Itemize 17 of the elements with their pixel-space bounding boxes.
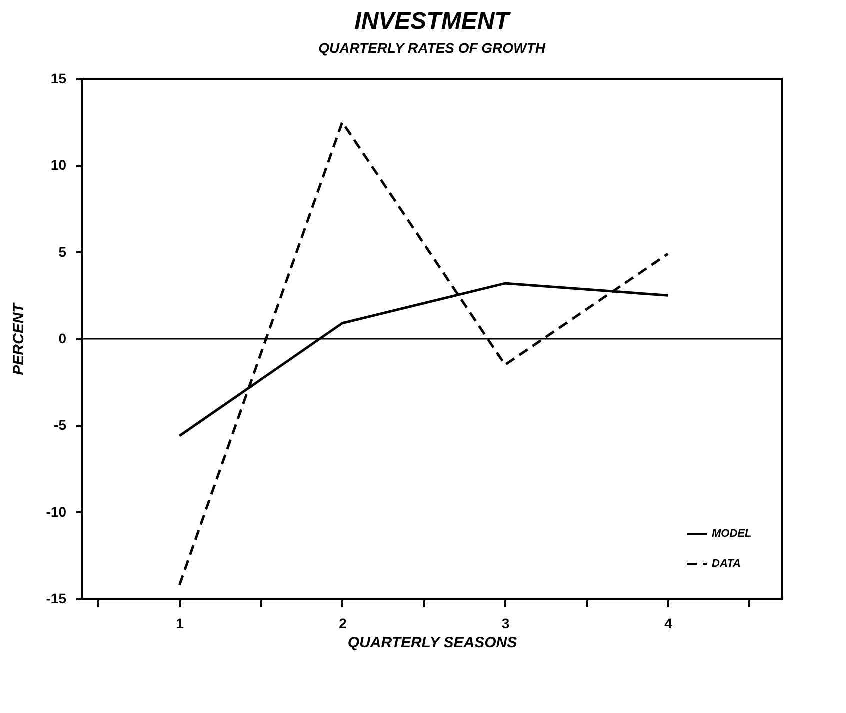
chart-title: INVESTMENT bbox=[354, 8, 512, 35]
chart-subtitle: QUARTERLY RATES OF GROWTH bbox=[318, 40, 546, 56]
legend-label: DATA bbox=[712, 558, 741, 570]
y-tick-label: 0 bbox=[58, 330, 67, 346]
y-tick-label: 5 bbox=[58, 244, 67, 260]
y-tick-label: -10 bbox=[46, 504, 67, 520]
x-tick-label: 3 bbox=[502, 616, 510, 632]
y-tick-label: -15 bbox=[46, 590, 67, 606]
y-tick-label: -5 bbox=[54, 417, 67, 434]
x-axis-title: QUARTERLY SEASONS bbox=[348, 634, 518, 652]
x-tick-label: 1 bbox=[176, 616, 184, 632]
legend-label: MODEL bbox=[712, 528, 752, 540]
y-tick-label: 10 bbox=[50, 157, 67, 174]
y-axis-title: PERCENT bbox=[10, 302, 28, 376]
x-tick-label: 2 bbox=[339, 616, 348, 632]
y-tick-label: 15 bbox=[50, 70, 67, 86]
x-tick-label: 4 bbox=[664, 616, 673, 632]
